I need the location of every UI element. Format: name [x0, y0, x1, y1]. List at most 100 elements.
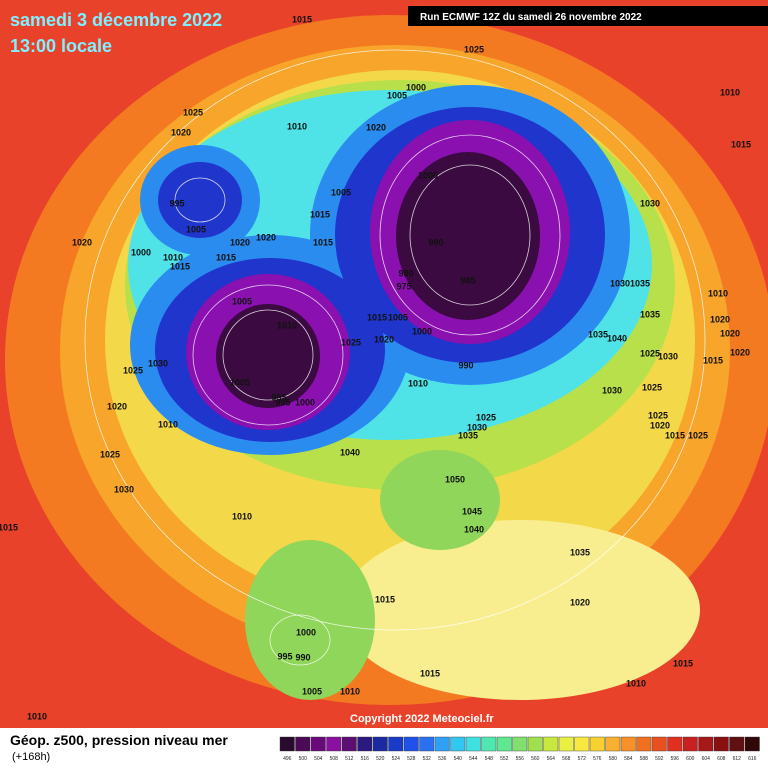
pressure-label: 1010 — [720, 87, 740, 97]
legend-swatch — [341, 736, 357, 752]
pressure-label: 1020 — [171, 127, 191, 137]
run-box — [408, 6, 768, 26]
pressure-label: 985 — [460, 275, 475, 285]
pressure-label: 1015 — [375, 594, 395, 604]
pressure-label: 990 — [295, 652, 310, 662]
pressure-label: 995 — [271, 392, 286, 402]
legend-swatch — [713, 736, 729, 752]
pressure-label: 1010 — [626, 678, 646, 688]
pressure-label: 1030 — [148, 358, 168, 368]
pressure-label: 1015 — [0, 522, 18, 532]
pressure-label: 1025 — [464, 44, 484, 54]
legend-label: 540 — [454, 756, 463, 762]
legend-label: 612 — [733, 756, 742, 762]
pressure-label: 1035 — [630, 278, 650, 288]
pressure-label: 1035 — [588, 329, 608, 339]
pressure-label: 1025 — [640, 348, 660, 358]
legend-swatch — [295, 736, 311, 752]
legend-swatch — [682, 736, 698, 752]
legend-swatch — [419, 736, 435, 752]
pressure-label: 1015 — [170, 261, 190, 271]
legend-swatch — [403, 736, 419, 752]
legend-label: 516 — [361, 756, 370, 762]
legend-swatch — [481, 736, 497, 752]
pressure-label: 1020 — [730, 347, 750, 357]
pressure-label: 1010 — [287, 121, 307, 131]
pressure-label: 1025 — [123, 365, 143, 375]
pressure-label: 1015 — [292, 14, 312, 24]
date: samedi 3 décembre 2022 — [10, 10, 222, 30]
pressure-label: 1025 — [100, 449, 120, 459]
isobars — [84, 49, 706, 666]
pressure-label: 1000 — [418, 170, 438, 180]
pressure-label: 1035 — [640, 309, 660, 319]
legend-swatch — [636, 736, 652, 752]
legend-label: 592 — [655, 756, 664, 762]
legend-scale: 496 500 504 508 512 516 520 524 528 532 536 540 544 5… — [279, 736, 760, 762]
pressure-label: 1040 — [464, 524, 484, 534]
pressure-label: 1015 — [313, 237, 333, 247]
lead-time: (+168h) — [12, 751, 50, 763]
pressure-label: 1025 — [648, 410, 668, 420]
run-info: Run ECMWF 12Z du samedi 26 novembre 2022 — [420, 12, 642, 23]
pressure-label: 1020 — [72, 237, 92, 247]
legend-label: 560 — [531, 756, 540, 762]
legend-swatch — [729, 736, 745, 752]
legend-label: 536 — [438, 756, 447, 762]
legend-swatch — [527, 736, 543, 752]
legend-label: 496 — [283, 756, 292, 762]
legend-swatch — [667, 736, 683, 752]
pressure-label: 1020 — [650, 420, 670, 430]
legend-swatch — [279, 736, 295, 752]
legend-label: 508 — [330, 756, 339, 762]
pressure-label: 995 — [275, 397, 290, 407]
legend-label: 588 — [640, 756, 649, 762]
legend-label: 504 — [314, 756, 323, 762]
pressure-label: 1000 — [295, 397, 315, 407]
pressure-label: 1010 — [163, 252, 183, 262]
pressure-labels: 1015 1025 1000 1005 1010 1025 1010 1020 1020 1015… — [0, 14, 751, 721]
pressure-label: 1005 — [232, 296, 252, 306]
pressure-label: 1015 — [420, 668, 440, 678]
legend-label: 532 — [423, 756, 432, 762]
legend-label: 600 — [686, 756, 695, 762]
legend-label: 500 — [299, 756, 308, 762]
legend-swatch — [496, 736, 512, 752]
legend-swatch — [434, 736, 450, 752]
legend-label: 512 — [345, 756, 354, 762]
pressure-label: 1000 — [412, 326, 432, 336]
legend-swatch — [388, 736, 404, 752]
legend-swatch — [620, 736, 636, 752]
legend-label: 528 — [407, 756, 416, 762]
pressure-label: 1020 — [570, 597, 590, 607]
pressure-label: 1025 — [476, 412, 496, 422]
legend-swatch — [744, 736, 760, 752]
pressure-label: 1015 — [731, 139, 751, 149]
pressure-label: 1020 — [710, 314, 730, 324]
pressure-label: 995 — [277, 651, 292, 661]
pressure-label: 1040 — [607, 333, 627, 343]
legend-label: 556 — [516, 756, 525, 762]
legend-swatch — [465, 736, 481, 752]
pressure-label: 990 — [428, 237, 443, 247]
pressure-label: 1040 — [340, 447, 360, 457]
pressure-label: 1005 — [186, 224, 206, 234]
pressure-label: 1015 — [367, 312, 387, 322]
legend-swatch — [605, 736, 621, 752]
legend-label: 572 — [578, 756, 587, 762]
legend-label: 604 — [702, 756, 711, 762]
legend-swatch — [357, 736, 373, 752]
pressure-label: 1010 — [232, 511, 252, 521]
legend-swatch — [512, 736, 528, 752]
pressure-label: 1025 — [183, 107, 203, 117]
legend-swatch — [574, 736, 590, 752]
time: 13:00 locale — [10, 36, 112, 56]
legend-label: 596 — [671, 756, 680, 762]
legend-swatch — [589, 736, 605, 752]
pressure-label: 1020 — [720, 328, 740, 338]
pressure-label: 975 — [396, 281, 411, 291]
legend-label: 544 — [469, 756, 478, 762]
legend-label: 576 — [593, 756, 602, 762]
